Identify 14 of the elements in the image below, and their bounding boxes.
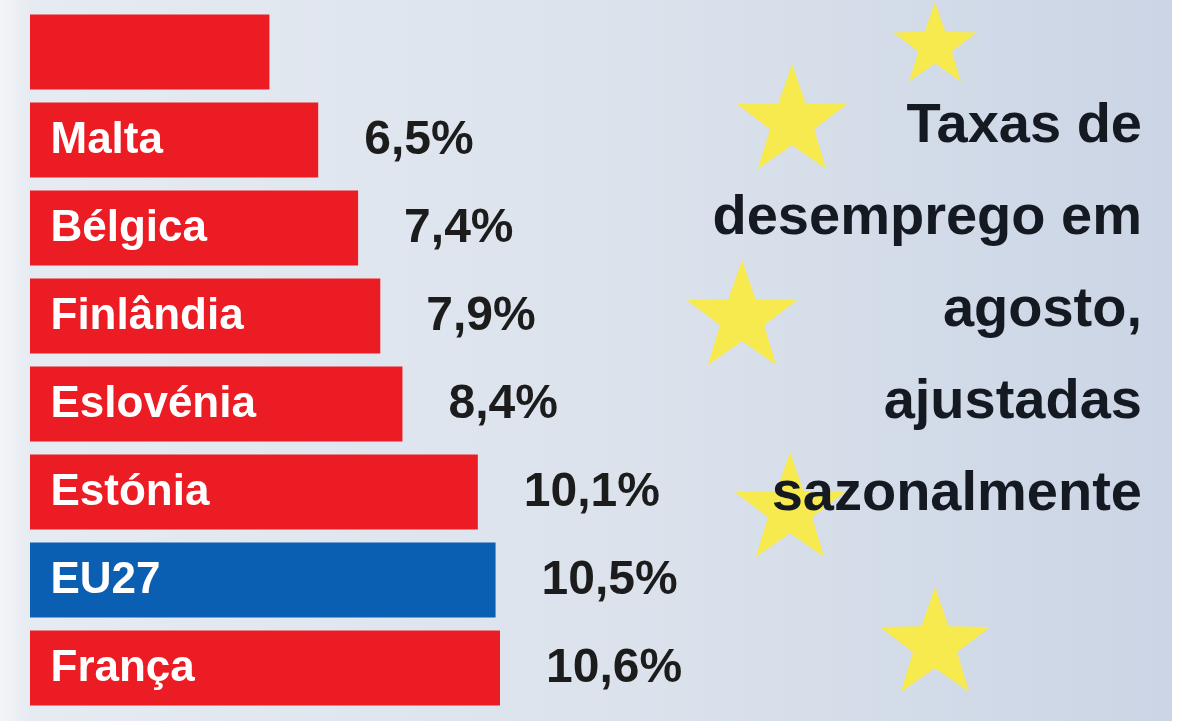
y-tick-label: Eslovénia xyxy=(50,377,257,426)
y-tick-label: Finlândia xyxy=(50,289,245,338)
data-label: 6,5% xyxy=(364,111,474,164)
y-tick-label: Malta xyxy=(50,113,164,162)
data-label: 7,9% xyxy=(426,287,536,340)
y-tick-label: Estónia xyxy=(50,465,210,514)
data-label: 10,6% xyxy=(546,639,683,692)
y-tick-label: França xyxy=(50,641,196,690)
data-label: 10,5% xyxy=(541,551,678,604)
y-tick-label: EU27 xyxy=(50,553,161,602)
data-label: 10,1% xyxy=(523,463,660,516)
y-tick-label: Bélgica xyxy=(50,201,208,250)
data-label: 7,4% xyxy=(404,199,514,252)
data-label: 8,4% xyxy=(448,375,558,428)
